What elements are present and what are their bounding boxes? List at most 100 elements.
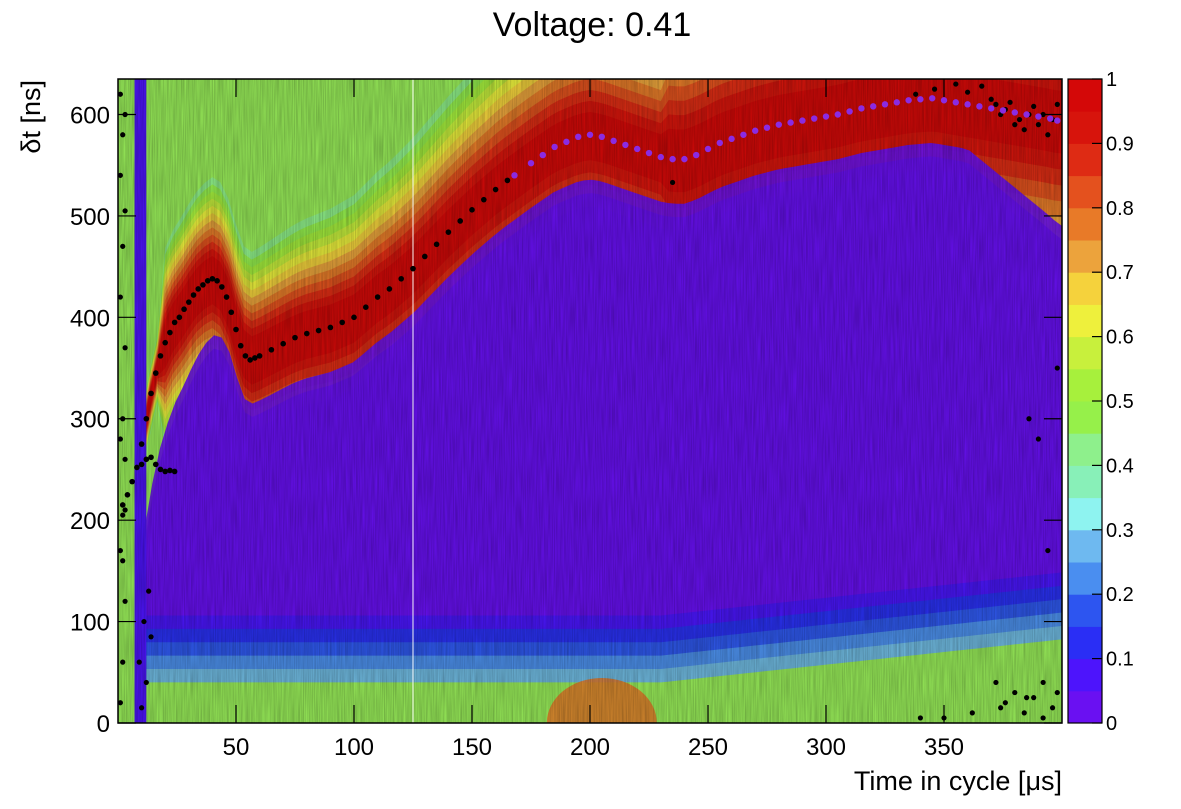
chart-title: Voltage: 0.41 [493,6,692,44]
ridge-point-purple [1035,113,1042,120]
scatter-point-black [120,659,126,665]
ridge-point-purple [763,124,771,131]
ridge-point-purple [881,101,889,108]
ridge-point-black [327,324,334,331]
ridge-point-black [237,342,244,349]
branch-point-black [171,468,178,475]
ridge-point-purple [681,155,688,163]
ridge-point-black [138,441,145,447]
ridge-point-purple [999,107,1007,114]
ridge-point-purple [858,105,865,112]
ridge-point-purple [929,95,936,102]
ridge-point-purple [893,99,900,106]
scatter-point-black [122,208,128,214]
branch-point-black [143,456,150,463]
ridge-point-purple [634,145,641,153]
ridge-point-black [204,278,211,284]
colorbar-swatch [1068,465,1102,499]
colorbar-tick-label: 0.8 [1106,198,1134,220]
ridge-point-black [374,294,381,300]
ridge-point-purple [846,108,853,115]
scatter-point-black [1016,116,1023,123]
scatter-point-black [139,705,145,711]
scatter-point-black [988,96,994,102]
ridge-point-purple [669,155,676,163]
ridge-point-purple [1011,109,1018,116]
ridge-point-purple [716,139,723,147]
scatter-point-black [1054,365,1060,371]
colorbar-tick-label: 0.5 [1106,391,1134,413]
branch-point-black [162,468,168,475]
ridge-point-purple [775,121,782,128]
scatter-point-black [979,83,985,89]
ridge-point-purple [622,141,629,149]
x-tick-label: 250 [688,734,728,761]
ridge-point-purple [657,153,664,161]
scatter-point-black [1040,715,1046,721]
ridge-point-black [315,327,322,334]
branch-point-black [157,466,164,473]
x-tick-label: 300 [806,734,846,761]
y-tick-label: 100 [70,610,110,637]
scatter-point-black [1049,705,1056,711]
ridge-point-purple [563,138,570,146]
ridge-point-black [351,314,357,321]
ridge-point-purple [693,151,700,159]
scatter-point-black [122,456,128,462]
y-axis: 0 100 200 300 400 500 600 [70,102,1062,738]
ridge-point-black [148,390,154,397]
ridge-point-black [190,292,197,298]
colorbar-swatch [1068,304,1102,338]
scatter-point-black [120,243,126,249]
ridge-point-purple [787,119,794,126]
colorbar-swatch [1068,690,1102,724]
ridge-point-black [119,502,126,508]
scatter-point-black [1040,679,1046,686]
ridge-point-purple [988,105,995,112]
scatter-point-black [120,558,126,564]
scatter-point-black [953,81,959,87]
ridge-point-purple [740,131,747,138]
scatter-point-black [1031,695,1037,701]
ridge-point-black [186,299,192,305]
scatter-point-black [136,659,142,665]
colorbar: 0 0.1 0.2 0.3 0.4 0.5 0.6 0.7 0.8 0.9 1 [1067,69,1134,735]
ridge-point-purple [834,111,841,118]
scatter-point-black [1002,700,1008,706]
scatter-point-black [1040,111,1046,118]
plot-area [117,78,1063,724]
x-axis: 50 100 150 200 250 300 350 [223,79,964,761]
scatter-point-black [122,598,128,604]
ridge-point-black [124,492,131,498]
ridge-point-black [181,306,187,313]
ridge-point-purple [704,145,712,153]
scatter-point-black [118,436,123,442]
scatter-point-black [969,710,975,716]
ridge-point-black [129,478,135,485]
ridge-point-purple [1023,111,1030,118]
ridge-point-black [252,355,258,361]
ridge-point-black [433,241,440,248]
ridge-point-black [134,464,140,471]
ridge-point-black [410,265,416,272]
ridge-point-black [457,218,464,224]
ridge-point-purple [728,135,735,143]
colorbar-tick-label: 0.2 [1106,584,1134,606]
scatter-point-black [1035,436,1041,442]
x-axis-title: Time in cycle [μs] [854,766,1062,796]
ridge-point-purple [870,103,877,110]
ridge-point-black [363,304,369,310]
colorbar-swatch [1068,79,1102,112]
ridge-point-black [339,319,346,326]
colorbar-swatch [1068,658,1102,692]
ridge-point-black [214,278,220,284]
ridge-point-purple [1047,115,1054,122]
scatter-point-black [1021,710,1027,716]
ridge-point-black [143,415,150,422]
scatter-point-black [1021,127,1027,133]
ridge-point-purple [822,113,830,120]
scatter-point-black [1031,103,1037,109]
scatter-point-black [1054,689,1060,696]
